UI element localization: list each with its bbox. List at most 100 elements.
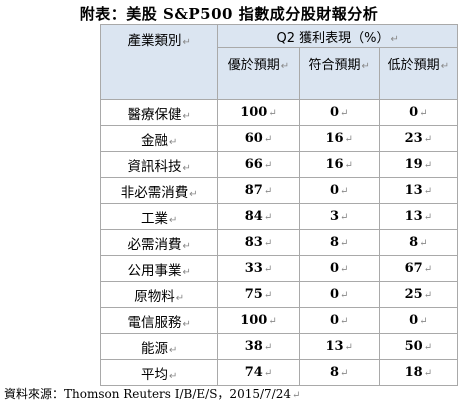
paragraph-mark-icon: ↵ [263,238,273,249]
table-row: 能源↵ 38↵ 13↵ 50↵ [99,333,458,360]
meet-value: 0 [329,313,340,328]
miss-cell: 0↵ [378,99,458,126]
meet-value: 0 [329,287,340,302]
meet-cell: 0↵ [298,177,380,204]
meet-value: 0 [329,183,340,198]
beat-value: 66 [244,157,263,172]
beat-cell: 75↵ [217,281,300,308]
miss-cell: 8↵ [378,229,458,256]
table-subheader-row: 優於預期↵ 符合預期↵ 低於預期↵ [101,47,458,100]
paragraph-mark-icon: ↵ [423,290,433,301]
category-cell: 醫療保健↵ [99,99,219,126]
paragraph-mark-icon: ↵ [419,238,428,249]
meet-cell: 13↵ [298,333,380,360]
paragraph-mark-icon: ↵ [344,342,353,353]
meet-cell: 8↵ [298,359,380,386]
category-value: 公用事業 [127,262,182,279]
paragraph-mark-icon: ↵ [340,290,349,301]
miss-value: 13 [404,209,423,224]
beat-value: 100 [240,105,268,120]
meet-value: 3 [329,209,340,224]
category-value: 平均 [140,366,168,383]
paragraph-mark-icon: ↵ [182,110,191,122]
table-row: 平均↵ 74↵ 8↵ 18↵ [99,359,458,386]
category-value: 資訊科技 [127,158,182,175]
beat-cell: 100↵ [217,99,300,126]
category-cell: 電信服務↵ [99,307,219,334]
paragraph-mark-icon: ↵ [423,212,433,223]
miss-cell: 50↵ [378,333,458,360]
miss-value: 8 [409,235,419,250]
paragraph-mark-icon: ↵ [263,290,273,301]
table-row: 資訊科技↵ 66↵ 16↵ 19↵ [99,151,458,178]
header-category-cell: 產業類別↵ [99,24,219,100]
beat-cell: 100↵ [217,307,300,334]
paragraph-mark-icon: ↵ [263,368,273,379]
beat-cell: 83↵ [217,229,300,256]
meet-cell: 16↵ [298,125,380,152]
paragraph-mark-icon: ↵ [182,266,191,278]
beat-value: 83 [244,235,263,250]
miss-value: 0 [409,105,419,120]
paragraph-mark-icon: ↵ [168,136,178,148]
category-cell: 工業↵ [99,203,219,230]
beat-cell: 87↵ [217,177,300,204]
beat-value: 100 [240,313,268,328]
paragraph-mark-icon: ↵ [263,342,273,353]
category-value: 醫療保健 [127,106,182,123]
paragraph-mark-icon: ↵ [344,134,353,145]
paragraph-mark-icon: ↵ [263,212,273,223]
paragraph-mark-icon: ↵ [168,344,178,356]
paragraph-mark-icon: ↵ [440,61,450,72]
miss-value: 50 [404,339,423,354]
paragraph-mark-icon: ↵ [419,108,428,119]
beat-value: 75 [244,287,263,302]
paragraph-mark-icon: ↵ [390,33,399,45]
beat-cell: 66↵ [217,151,300,178]
paragraph-mark-icon: ↵ [423,186,433,197]
meet-value: 0 [329,105,340,120]
paragraph-mark-icon: ↵ [340,108,349,119]
beat-value: 33 [244,261,263,276]
meet-cell: 0↵ [298,255,380,282]
paragraph-mark-icon: ↵ [263,160,273,171]
meet-cell: 0↵ [298,99,380,126]
header-miss-cell: 低於預期↵ [378,47,458,100]
source-text: 資料來源：Thomson Reuters I/B/E/S，2015/7/24 [4,387,291,401]
miss-value: 13 [404,183,423,198]
table-row: 金融↵ 60↵ 16↵ 23↵ [99,125,458,152]
category-value: 工業 [140,210,168,227]
paragraph-mark-icon: ↵ [263,186,273,197]
paragraph-mark-icon: ↵ [168,214,178,226]
paragraph-mark-icon: ↵ [340,212,349,223]
table-header-row: 產業類別↵ Q2 獲利表現（%）↵ [99,24,458,100]
category-value: 能源 [140,340,168,357]
paragraph-mark-icon: ↵ [189,188,198,200]
category-value: 非必需消費 [120,184,189,201]
miss-cell: 19↵ [378,151,458,178]
miss-value: 23 [404,131,423,146]
meet-value: 16 [325,131,344,146]
paragraph-mark-icon: ↵ [182,37,191,48]
paragraph-mark-icon: ↵ [423,160,433,171]
miss-value: 25 [404,287,423,302]
beat-value: 74 [244,365,263,380]
miss-value: 0 [409,313,419,328]
paragraph-mark-icon: ↵ [419,316,428,327]
miss-cell: 23↵ [378,125,458,152]
category-value: 必需消費 [127,236,182,253]
beat-cell: 33↵ [217,255,300,282]
paragraph-mark-icon: ↵ [361,61,370,72]
paragraph-mark-icon: ↵ [423,368,433,379]
category-cell: 平均↵ [99,359,219,386]
paragraph-mark-icon: ↵ [280,61,290,72]
miss-value: 19 [404,157,423,172]
beat-cell: 84↵ [217,203,300,230]
paragraph-mark-icon: ↵ [175,292,185,304]
meet-cell: 0↵ [298,281,380,308]
miss-cell: 25↵ [378,281,458,308]
table-row: 醫療保健↵ 100↵ 0↵ 0↵ [99,99,458,126]
meet-cell: 8↵ [298,229,380,256]
paragraph-mark-icon: ↵ [182,162,191,174]
paragraph-mark-icon: ↵ [423,264,433,275]
